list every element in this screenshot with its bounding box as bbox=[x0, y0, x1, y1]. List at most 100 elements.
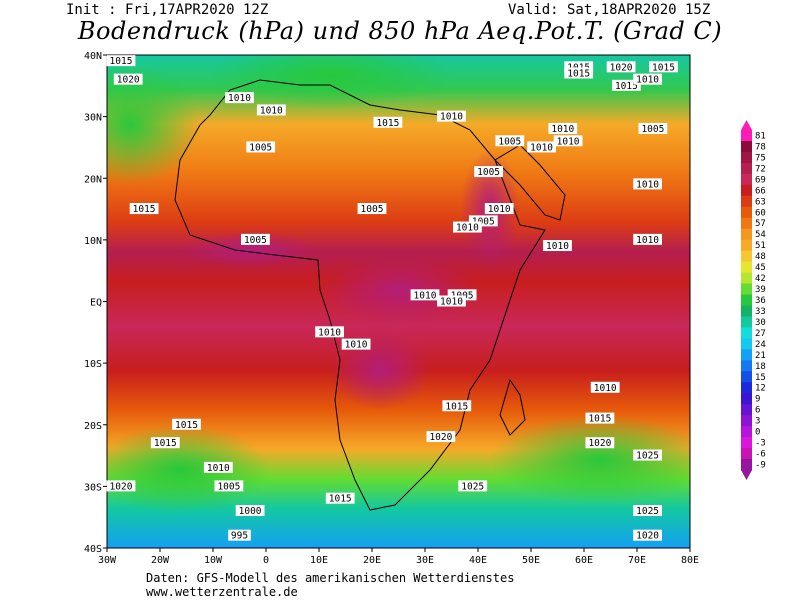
colorbar-value: 42 bbox=[755, 274, 766, 284]
source-url: www.wetterzentrale.de bbox=[146, 585, 298, 599]
svg-text:1010: 1010 bbox=[636, 235, 659, 246]
colorbar-value: -9 bbox=[755, 461, 766, 471]
colorbar-value: 66 bbox=[755, 186, 766, 196]
colorbar-value: 81 bbox=[755, 131, 766, 141]
isobar-label: 1015 bbox=[442, 400, 472, 412]
svg-text:1015: 1015 bbox=[154, 438, 177, 449]
colorbar-swatch bbox=[741, 327, 752, 339]
svg-text:1025: 1025 bbox=[636, 506, 659, 517]
lon-tick-label: 30W bbox=[98, 555, 117, 566]
isobar-label: 1010 bbox=[633, 178, 662, 190]
isobar-label: 1010 bbox=[203, 461, 233, 474]
isobar-label: 1010 bbox=[484, 203, 514, 215]
colorbar-swatch bbox=[741, 184, 752, 197]
colorbar-value: 27 bbox=[755, 329, 766, 339]
colorbar-value: 75 bbox=[755, 153, 766, 163]
lat-tick-label: 20N bbox=[84, 174, 102, 185]
lon-tick-label: 20W bbox=[151, 555, 170, 566]
lat-tick-label: 40S bbox=[84, 544, 102, 555]
svg-text:1010: 1010 bbox=[488, 204, 511, 215]
isobar-label: 1005 bbox=[638, 122, 668, 135]
svg-text:1005: 1005 bbox=[249, 142, 272, 153]
colorbar-value: 51 bbox=[755, 241, 766, 251]
isobar-label: 1015 bbox=[150, 437, 180, 449]
colorbar-swatch bbox=[741, 393, 752, 405]
colorbar: 8178757269666360575451484542393633302724… bbox=[741, 120, 766, 480]
colorbar-swatch bbox=[741, 338, 752, 350]
isobar-label: 1020 bbox=[106, 480, 136, 492]
svg-text:1015: 1015 bbox=[615, 81, 638, 92]
colorbar-value: 69 bbox=[755, 175, 766, 185]
svg-text:1015: 1015 bbox=[652, 62, 675, 73]
colorbar-swatch bbox=[741, 415, 752, 427]
temperature-field bbox=[107, 55, 690, 548]
colorbar-swatch bbox=[741, 173, 752, 186]
svg-text:1010: 1010 bbox=[414, 290, 437, 301]
colorbar-value: 9 bbox=[755, 395, 760, 405]
isobar-labels: 1020101510101010100510151010101510151020… bbox=[106, 55, 678, 542]
data-source-note: Daten: GFS-Modell des amerikanischen Wet… bbox=[146, 571, 515, 585]
isobar-label: 1010 bbox=[543, 240, 572, 252]
colorbar-value: 33 bbox=[755, 307, 766, 317]
svg-text:1005: 1005 bbox=[641, 124, 664, 135]
svg-text:1005: 1005 bbox=[217, 481, 240, 492]
svg-text:1010: 1010 bbox=[636, 179, 659, 190]
colorbar-value: 3 bbox=[755, 417, 760, 427]
colorbar-value: -6 bbox=[755, 450, 766, 460]
svg-text:1015: 1015 bbox=[445, 401, 468, 412]
colorbar-bottom-arrow bbox=[741, 470, 752, 480]
svg-text:1005: 1005 bbox=[472, 216, 495, 227]
svg-text:1010: 1010 bbox=[546, 241, 569, 252]
isobar-label: 995 bbox=[228, 529, 251, 542]
colorbar-value: 57 bbox=[755, 219, 766, 229]
colorbar-top-arrow bbox=[741, 120, 752, 130]
lat-tick-label: 30N bbox=[84, 113, 102, 124]
isobar-label: 1005 bbox=[474, 166, 503, 178]
colorbar-swatch bbox=[741, 305, 752, 317]
isobar-label: 1000 bbox=[235, 505, 265, 517]
isobar-label: 1005 bbox=[495, 135, 525, 147]
svg-text:1010: 1010 bbox=[530, 142, 553, 153]
colorbar-swatch bbox=[741, 206, 752, 219]
isobar-label: 1015 bbox=[373, 116, 403, 129]
colorbar-swatch bbox=[741, 382, 752, 394]
isobar-label: 1015 bbox=[585, 412, 615, 425]
lat-tick-label: 20S bbox=[84, 421, 102, 432]
svg-text:1005: 1005 bbox=[361, 204, 384, 215]
isobar-label: 1020 bbox=[426, 431, 456, 443]
colorbar-swatch bbox=[741, 140, 752, 153]
lat-tick-label: 30S bbox=[84, 482, 102, 493]
colorbar-swatch bbox=[741, 316, 752, 328]
isobar-label: 1005 bbox=[241, 233, 270, 246]
isobar-label: 1015 bbox=[564, 67, 594, 79]
svg-text:1025: 1025 bbox=[636, 451, 659, 462]
isobar-label: 1025 bbox=[633, 505, 662, 517]
colorbar-swatch bbox=[741, 404, 752, 416]
svg-text:1020: 1020 bbox=[588, 438, 611, 449]
svg-text:1015: 1015 bbox=[133, 204, 156, 215]
colorbar-value: 15 bbox=[755, 373, 766, 383]
colorbar-value: 63 bbox=[755, 197, 766, 207]
svg-text:1005: 1005 bbox=[244, 235, 267, 246]
svg-text:1020: 1020 bbox=[117, 75, 140, 86]
svg-text:1015: 1015 bbox=[567, 68, 590, 79]
colorbar-swatch bbox=[741, 261, 752, 274]
colorbar-value: 45 bbox=[755, 263, 766, 273]
colorbar-swatch bbox=[741, 162, 752, 175]
isobar-label: 1020 bbox=[606, 61, 636, 73]
svg-text:1010: 1010 bbox=[318, 327, 341, 338]
colorbar-value: 78 bbox=[755, 142, 766, 152]
isobar-label: 1025 bbox=[633, 449, 662, 462]
svg-text:1015: 1015 bbox=[175, 420, 198, 431]
svg-text:1015: 1015 bbox=[376, 118, 399, 129]
svg-text:1005: 1005 bbox=[498, 136, 521, 147]
svg-text:1015: 1015 bbox=[588, 414, 611, 425]
colorbar-swatch bbox=[741, 217, 752, 230]
colorbar-value: 0 bbox=[755, 428, 760, 438]
colorbar-value: 12 bbox=[755, 384, 766, 394]
colorbar-value: 54 bbox=[755, 230, 766, 240]
colorbar-value: -3 bbox=[755, 439, 766, 449]
lon-tick-label: 80E bbox=[681, 555, 699, 566]
colorbar-swatch bbox=[741, 250, 752, 263]
svg-text:1020: 1020 bbox=[610, 62, 633, 73]
